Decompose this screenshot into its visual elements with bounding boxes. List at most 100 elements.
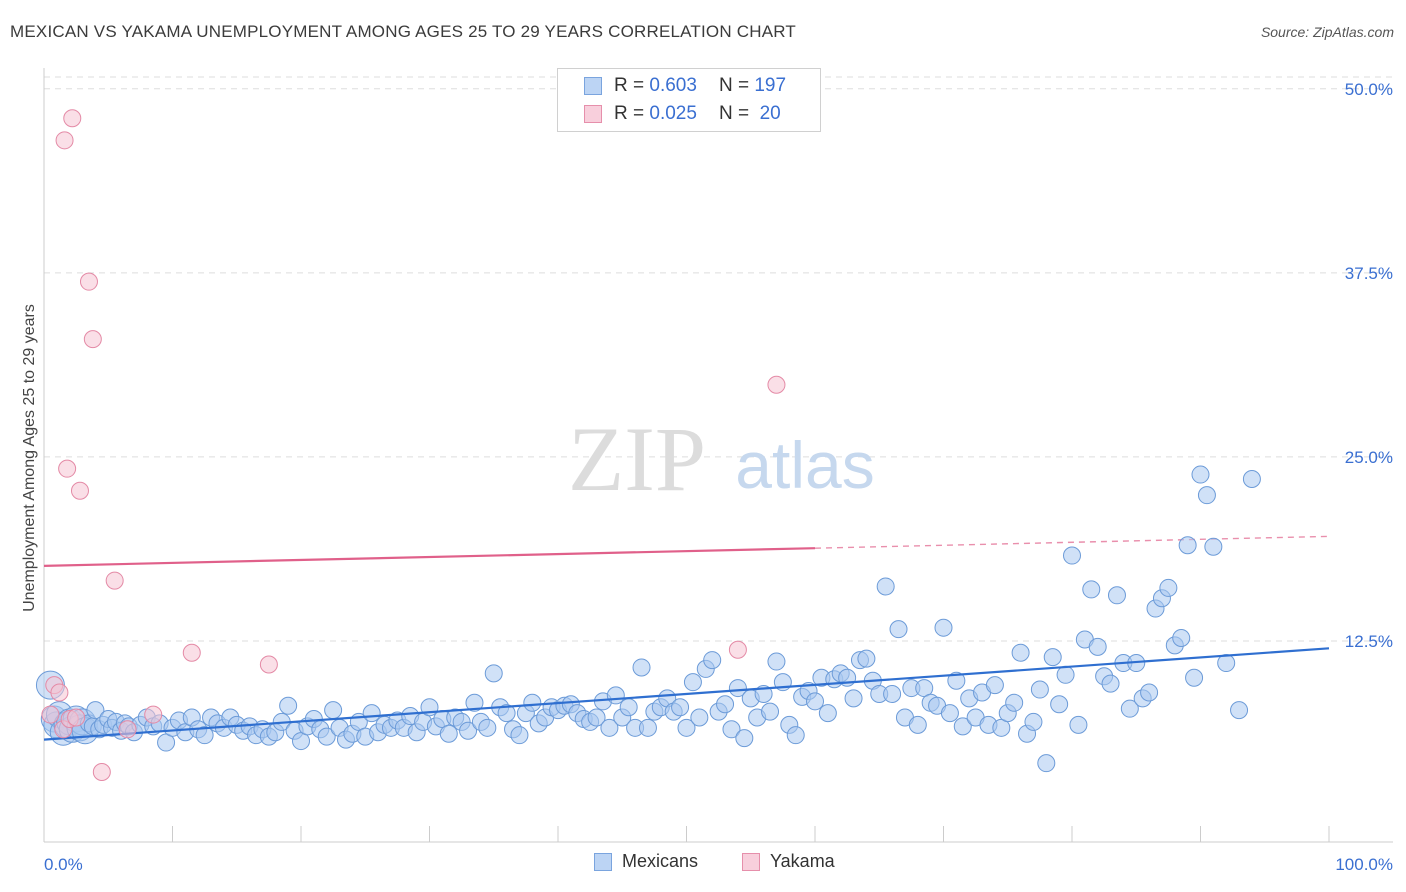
mexicans-point (465, 693, 484, 712)
yakama-point (259, 655, 278, 674)
mexicans-point (1172, 629, 1191, 647)
mexicans-point (497, 704, 516, 723)
yakama-point (50, 683, 69, 702)
mexicans-point (1185, 668, 1204, 687)
legend-n-value: 20 (759, 103, 781, 124)
mexicans-point (1242, 469, 1261, 488)
yakama-trend-line (43, 547, 816, 567)
mexicans-point (1191, 465, 1210, 484)
mexicans-point (439, 724, 458, 743)
mexicans-point (1005, 693, 1024, 712)
mexicans-point (510, 726, 529, 745)
bottom-legend-swatch-pink (742, 852, 760, 871)
mexicans-point (722, 720, 741, 739)
x-tick-label-min: 0.0% (44, 855, 83, 874)
mexicans-point (786, 726, 805, 745)
mexicans-point (844, 689, 863, 708)
legend-swatch-blue (584, 77, 602, 95)
mexicans-point (1178, 536, 1197, 555)
mexicans-point (1082, 580, 1101, 599)
watermark-zip: ZIP (568, 408, 706, 510)
mexicans-point (1037, 754, 1056, 773)
y-tick-label: 50.0% (1345, 80, 1393, 99)
chart-title: MEXICAN VS YAKAMA UNEMPLOYMENT AMONG AGE… (10, 22, 797, 41)
mexicans-point (908, 715, 927, 734)
mexicans-point (1056, 665, 1075, 684)
mexicans-point (671, 698, 690, 717)
mexicans-point (1140, 683, 1159, 702)
yakama-point (58, 459, 77, 478)
trend-lines (43, 535, 1330, 567)
mexicans-point (1024, 712, 1043, 731)
yakama-point (70, 481, 89, 500)
mexicans-point (324, 701, 343, 720)
legend-box: R = 0.603 N = 197 R = 0.025 N = 20 (557, 68, 821, 132)
mexicans-point (1043, 648, 1062, 667)
mexicans-point (600, 718, 619, 737)
yakama-trend-line-extended (814, 535, 1330, 549)
mexicans-point (716, 695, 735, 714)
yakama-points (41, 109, 786, 781)
mexicans-point (940, 704, 959, 723)
mexicans-point (484, 664, 503, 683)
mexicans-point (953, 717, 972, 736)
mexicans-point (1050, 695, 1069, 714)
yakama-point (105, 571, 124, 590)
legend-row-mexicans: R = 0.603 N = 197 (584, 74, 786, 98)
mexicans-point (362, 704, 381, 723)
mexicans-point (1107, 586, 1126, 605)
mexicans-point (279, 696, 298, 715)
legend-n-label: N = (718, 75, 750, 96)
mexicans-point (818, 704, 837, 723)
yakama-point (55, 131, 74, 150)
watermark-atlas: atlas (735, 428, 874, 502)
legend-n-label: N = (718, 103, 750, 124)
watermark: ZIP atlas (568, 408, 875, 510)
yakama-point (728, 640, 747, 659)
mexicans-point (1011, 643, 1030, 662)
mexicans-point (459, 721, 478, 740)
mexicans-point (876, 577, 895, 596)
mexicans-point (728, 679, 747, 698)
mexicans-point (1101, 674, 1120, 693)
yakama-point (92, 762, 111, 781)
y-tick-labels: 12.5% 25.0% 37.5% 50.0% (1345, 80, 1393, 651)
yakama-point (79, 272, 98, 291)
yakama-point (83, 330, 102, 349)
mexicans-point (767, 652, 786, 671)
mexicans-point (1159, 578, 1178, 597)
legend-r-value: 0.025 (649, 103, 697, 124)
mexicans-point (1204, 537, 1223, 556)
yakama-point (144, 705, 163, 724)
legend-n-value: 197 (754, 75, 787, 96)
mexicans-point (1120, 699, 1139, 718)
legend-swatch-pink (584, 105, 602, 123)
mexicans-point (632, 658, 651, 677)
legend-r-label: R = (614, 75, 645, 96)
mexicans-point (857, 649, 876, 668)
bottom-legend-yakama: Yakama (742, 851, 835, 872)
mexicans-point (478, 718, 497, 737)
yakama-point (182, 643, 201, 662)
yakama-point (118, 720, 137, 739)
yakama-point (41, 705, 60, 724)
legend-row-yakama: R = 0.025 N = 20 (584, 102, 781, 126)
mexicans-point (683, 673, 702, 692)
mexicans-point (195, 726, 214, 745)
mexicans-point (690, 708, 709, 727)
bottom-legend-label: Mexicans (622, 851, 699, 871)
mexicans-point (889, 620, 908, 639)
bottom-legend-swatch-blue (594, 852, 612, 871)
mexicans-point (317, 727, 336, 746)
yakama-point (63, 109, 82, 128)
yakama-point (67, 708, 86, 727)
mexicans-point (703, 651, 722, 670)
mexicans-point (619, 698, 638, 717)
mexicans-point (1069, 715, 1088, 734)
mexicans-point (735, 729, 754, 748)
mexicans-point (761, 702, 780, 721)
bottom-legend-label: Yakama (770, 851, 835, 871)
mexicans-point (523, 693, 542, 712)
y-tick-label: 37.5% (1345, 264, 1393, 283)
